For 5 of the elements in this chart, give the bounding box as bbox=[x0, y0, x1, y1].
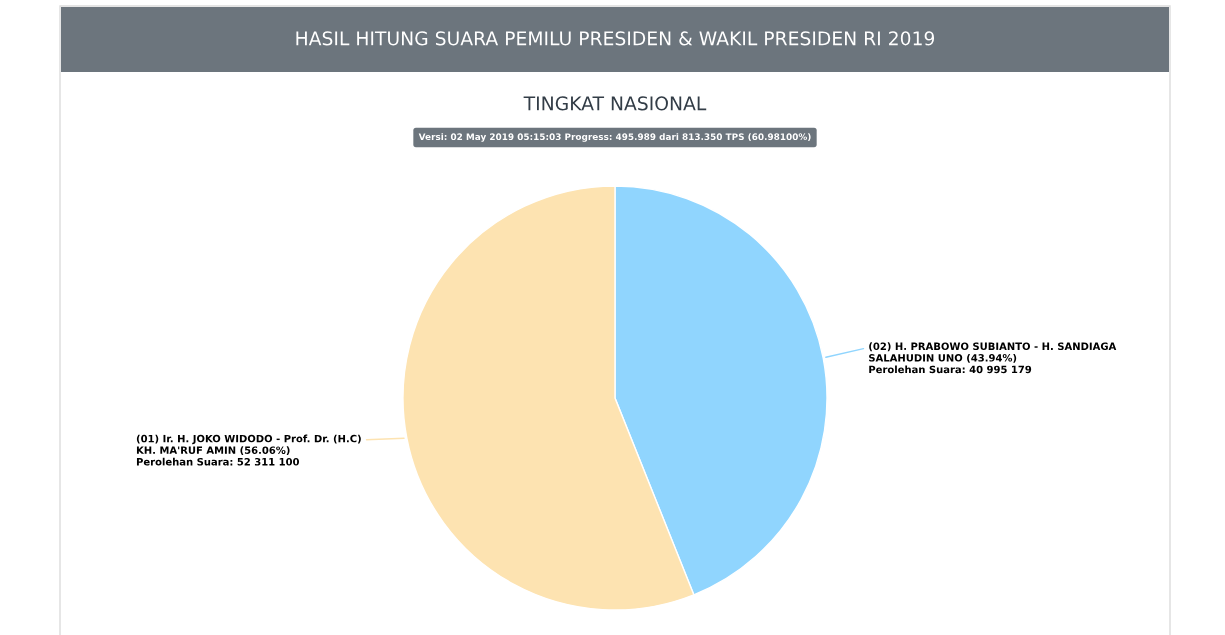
slice-label: (01) Ir. H. JOKO WIDODO - Prof. Dr. (H.C) KH. MA'RUF AMIN (56.06%) Perolehan Suara: 52 311 100 bbox=[136, 434, 361, 466]
chart-subtitle: TINGKAT NASIONAL bbox=[523, 96, 707, 111]
text: Versi: 02 May 2019 05:15:03 Progress: 495.989 dari 813.350 TPS (60.98100%) bbox=[418, 133, 811, 142]
slice-label: (02) H. PRABOWO SUBIANTO - H. SANDIAGA SALAHUDIN UNO (43.94%) Perolehan Suara: 40 995 179 bbox=[869, 342, 1117, 374]
chart-title: HASIL HITUNG SUARA PEMILU PRESIDEN & WAKIL PRESIDEN RI 2019 bbox=[296, 31, 935, 46]
